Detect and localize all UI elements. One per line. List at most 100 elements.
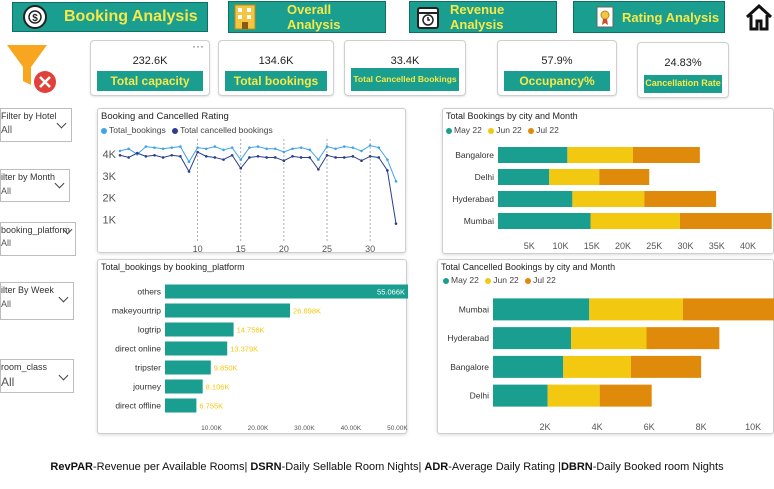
calendar-clock-icon	[416, 4, 440, 30]
kpi-total-cancelled: 33.4K Total Cancelled Bookings	[344, 40, 466, 96]
data-point	[325, 153, 329, 157]
data-label: 26.898K	[293, 307, 321, 316]
data-point	[239, 166, 243, 170]
x-tick-label: 40K	[740, 241, 756, 251]
legend-marker	[528, 127, 535, 134]
platform-bar-plot: 10.00K 20.00K 30.00K 40.00K 50.00K others 55.0…	[112, 284, 408, 432]
filter-week[interactable]: ilter By Week All	[0, 282, 74, 320]
filter-booking-platform[interactable]: booking_platform All	[0, 222, 76, 256]
x-tick-label: 20.00K	[248, 425, 269, 432]
data-point	[273, 156, 277, 159]
data-point	[334, 147, 337, 151]
bar-segment	[493, 355, 564, 378]
footer-abbr: DBRN	[560, 461, 593, 473]
home-icon[interactable]	[744, 2, 774, 32]
data-point	[256, 155, 260, 158]
data-point	[196, 146, 199, 149]
x-tick-label: 15K	[584, 241, 600, 251]
data-point	[386, 158, 389, 161]
nav-booking-analysis-button[interactable]: $ Booking Analysis	[12, 2, 208, 32]
chevron-down-icon	[54, 178, 65, 189]
data-point	[179, 155, 182, 158]
clear-filter-icon[interactable]	[4, 42, 60, 98]
data-label: 55.066K	[377, 288, 405, 297]
category-label: makeyourtrip	[112, 306, 161, 316]
footer-abbr: ADR	[424, 461, 449, 473]
category-label: journey	[132, 382, 162, 392]
category-label: Delhi	[470, 391, 489, 401]
bar	[165, 284, 408, 299]
x-tick-label: 25	[322, 244, 332, 254]
category-label: direct offline	[115, 401, 161, 411]
data-point	[196, 150, 199, 154]
nav-overall-analysis-button[interactable]: Overall Analysis	[228, 1, 386, 33]
kpi-total-bookings: 134.6K Total bookings	[218, 40, 334, 96]
x-tick-label: 8K	[696, 422, 707, 432]
data-point	[179, 145, 182, 148]
data-point	[377, 156, 381, 159]
category-label: Hyderabad	[452, 194, 494, 204]
filter-title: Filter by Hotel	[1, 111, 57, 121]
bar-segment	[682, 298, 774, 321]
data-point	[144, 145, 148, 148]
nav-rating-analysis-button[interactable]: Rating Analysis	[573, 1, 725, 33]
bar	[165, 398, 197, 413]
footer-desc: -Average Daily Rating |	[448, 461, 561, 473]
data-point	[308, 156, 312, 159]
bar	[165, 303, 291, 318]
data-point	[153, 153, 156, 157]
data-point	[394, 180, 398, 183]
data-point	[351, 146, 355, 149]
data-point	[360, 149, 363, 153]
bar-segment	[590, 213, 680, 229]
chevron-down-icon	[56, 118, 67, 129]
data-point	[256, 145, 260, 148]
kpi-value: 33.4K	[390, 55, 420, 67]
data-point	[222, 148, 225, 152]
svg-text:$: $	[32, 13, 38, 24]
data-point	[265, 156, 268, 159]
bar-segment	[599, 384, 652, 407]
footer-legend: RevPAR-Revenue per Available Rooms| DSRN…	[0, 461, 774, 473]
x-tick-label: 30K	[677, 241, 693, 251]
data-point	[386, 169, 389, 172]
bar-segment	[630, 355, 702, 378]
data-point	[291, 147, 294, 151]
legend-marker	[525, 277, 532, 284]
more-options-icon[interactable]: ···	[192, 39, 204, 53]
legend-marker	[485, 277, 492, 284]
data-point	[351, 155, 355, 158]
nav-revenue-analysis-button[interactable]: Revenue Analysis	[409, 1, 557, 33]
legend-label: May 22	[454, 125, 482, 135]
data-point	[265, 147, 268, 151]
data-point	[118, 153, 122, 157]
chart-title: Booking and Cancelled Rating	[101, 111, 229, 122]
filter-hotel[interactable]: Filter by Hotel All	[0, 108, 72, 142]
data-point	[170, 146, 174, 149]
data-point	[230, 153, 234, 157]
chart-title: Total Cancelled Bookings by city and Mon…	[441, 262, 616, 272]
filter-room-class[interactable]: room_class All	[0, 359, 74, 393]
data-point	[213, 145, 217, 148]
x-tick-label: 40.00K	[341, 425, 362, 432]
chevron-down-icon	[58, 370, 69, 381]
category-label: logtrip	[138, 325, 161, 335]
data-point	[187, 170, 191, 173]
bar-segment	[498, 213, 591, 229]
data-point	[299, 146, 303, 149]
data-point	[204, 155, 208, 158]
legend-label: Total_bookings	[109, 125, 166, 135]
filter-value: All	[1, 238, 12, 248]
legend-label: Jul 22	[533, 275, 556, 285]
category-label: Bangalore	[455, 150, 494, 160]
legend-marker	[443, 277, 449, 284]
chart-title: Total Bookings by city and Month	[446, 111, 578, 121]
data-point	[222, 158, 225, 161]
chart-legend: May 22 Jun 22 Jul 22	[443, 275, 556, 285]
y-tick-label: 3K	[103, 171, 117, 183]
data-point	[360, 159, 363, 163]
cancelled-by-city-chart: Total Cancelled Bookings by city and Mon…	[437, 259, 774, 434]
filter-month[interactable]: ilter by Month All	[0, 169, 70, 202]
footer-abbr: RevPAR	[50, 461, 93, 473]
data-point	[308, 148, 312, 152]
